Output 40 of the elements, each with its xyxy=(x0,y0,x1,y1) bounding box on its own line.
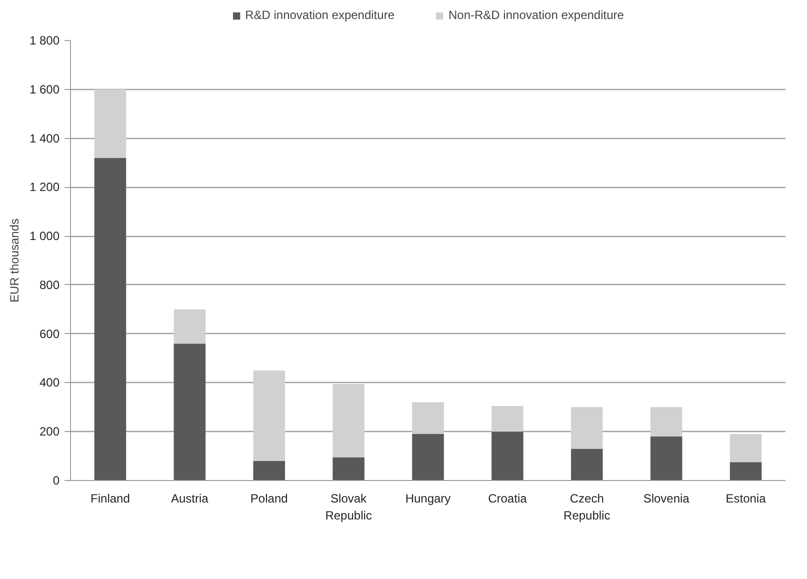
x-tick-label: Finland xyxy=(90,492,130,506)
bar xyxy=(730,434,762,462)
y-tick-label: 600 xyxy=(39,326,60,341)
x-tick-label: Croatia xyxy=(488,492,528,506)
bar xyxy=(253,370,285,461)
bar xyxy=(94,158,126,480)
y-tick-label: 1 800 xyxy=(29,34,60,48)
y-tick-label: 1 200 xyxy=(29,180,60,194)
bar xyxy=(412,434,444,480)
bar xyxy=(412,402,444,434)
y-tick-label: 1 000 xyxy=(29,229,60,244)
bar xyxy=(332,384,364,458)
bar xyxy=(571,407,603,449)
bar xyxy=(174,309,206,344)
x-tick-label: Czech Republic xyxy=(564,492,610,522)
bar xyxy=(332,457,364,480)
x-tick-label: Austria xyxy=(170,492,209,506)
y-tick-label: 400 xyxy=(39,376,60,390)
legend-label: Non-R&D innovation expenditure xyxy=(448,8,624,22)
y-tick-label: 200 xyxy=(39,424,60,439)
x-tick-label: Hungary xyxy=(405,492,451,506)
bar xyxy=(253,460,285,480)
x-tick-label: Slovenia xyxy=(643,492,690,506)
bar xyxy=(571,448,603,480)
y-tick-label: 1 600 xyxy=(29,82,60,96)
legend-label: R&D innovation expenditure xyxy=(245,8,394,22)
bar xyxy=(94,89,126,158)
y-axis-title: EUR thousands xyxy=(7,218,22,303)
x-tick-label: Estonia xyxy=(726,492,766,506)
bar xyxy=(650,436,682,480)
bar xyxy=(730,462,762,480)
bar xyxy=(492,406,524,432)
bar xyxy=(650,407,682,436)
bar xyxy=(492,432,524,480)
x-tick-label: Slovak Republic xyxy=(325,492,372,522)
x-tick-label: Poland xyxy=(250,492,288,506)
y-tick-label: 1 400 xyxy=(29,131,60,146)
y-tick-label: 0 xyxy=(52,474,60,488)
y-tick-label: 800 xyxy=(39,278,60,292)
bar xyxy=(174,344,206,480)
